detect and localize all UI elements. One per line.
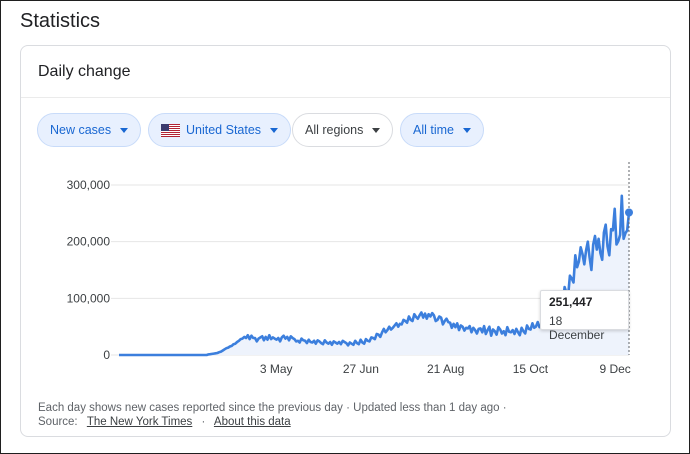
chart-footer: Each day shows new cases reported since … <box>38 401 507 429</box>
page-title: Statistics <box>20 10 101 32</box>
series-area <box>119 195 629 355</box>
y-tick-label: 100,000 <box>67 291 111 305</box>
footer-note: Each day shows new cases reported since … <box>38 402 507 414</box>
source-label: Source: <box>38 416 78 428</box>
chevron-down-icon <box>462 127 471 133</box>
about-data-link[interactable]: About this data <box>213 416 291 428</box>
us-flag-icon <box>161 123 180 137</box>
footer-separator: · <box>201 416 206 428</box>
country-dropdown-label: United States <box>186 123 262 137</box>
tooltip-value: 251,447 <box>549 295 593 309</box>
y-tick-label: 200,000 <box>67 235 111 249</box>
chevron-down-icon <box>372 127 381 133</box>
metric-dropdown-label: New cases <box>50 123 112 137</box>
region-dropdown[interactable]: All regions <box>292 113 394 147</box>
x-tick-label: 27 Jun <box>343 362 379 376</box>
daily-cases-chart[interactable]: 0 100,000 200,000 300,000 3 May 27 Jun 21 Aug 1… <box>21 156 670 381</box>
x-tick-label: 3 May <box>260 362 293 376</box>
country-dropdown[interactable]: United States <box>148 113 292 147</box>
card-title: Daily change <box>38 63 131 80</box>
region-dropdown-label: All regions <box>305 123 364 137</box>
tooltip-date: 18 December <box>549 314 605 342</box>
metric-dropdown[interactable]: New cases <box>37 113 142 147</box>
x-tick-label: 21 Aug <box>427 362 464 376</box>
chart-tooltip: 251,447 18 December <box>540 290 629 342</box>
y-tick-label: 0 <box>103 348 110 362</box>
x-tick-label: 15 Oct <box>513 362 549 376</box>
chevron-down-icon <box>120 127 129 133</box>
y-tick-label: 300,000 <box>67 178 111 192</box>
chevron-down-icon <box>270 127 279 133</box>
daily-change-card: Daily change New cases United States All… <box>20 45 671 437</box>
hover-point <box>625 208 633 217</box>
divider <box>21 97 670 98</box>
time-range-dropdown[interactable]: All time <box>400 113 484 147</box>
time-range-dropdown-label: All time <box>413 123 454 137</box>
x-tick-label: 9 Dec <box>599 362 630 376</box>
source-link[interactable]: The New York Times <box>86 416 193 428</box>
